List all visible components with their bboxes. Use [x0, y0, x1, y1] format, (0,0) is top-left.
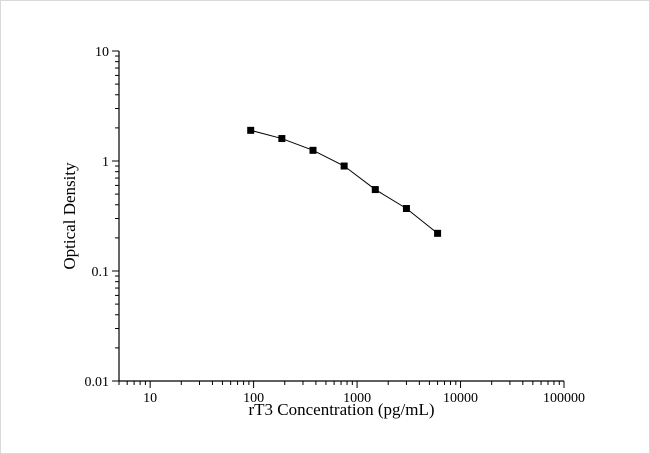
- x-tick-label: 10: [143, 391, 157, 406]
- data-point-marker: [309, 146, 317, 154]
- x-tick-label: 100000: [543, 391, 585, 406]
- data-point-marker: [247, 126, 255, 134]
- data-point-marker: [340, 162, 348, 170]
- x-tick-label: 1000: [343, 391, 371, 406]
- data-point-marker: [434, 229, 442, 237]
- y-tick-label: 0.1: [92, 265, 110, 280]
- y-tick-label: 0.01: [85, 375, 110, 390]
- data-point-marker: [371, 186, 379, 194]
- x-axis-label: rT3 Concentration (pg/mL): [248, 400, 435, 419]
- data-point-marker: [278, 135, 286, 143]
- x-tick-label: 10000: [443, 391, 478, 406]
- y-tick-label: 10: [95, 45, 109, 60]
- series-line: [250, 129, 438, 234]
- y-axis-label: Optical Density: [60, 162, 79, 270]
- y-tick-label: 1: [102, 155, 109, 170]
- data-point-marker: [402, 204, 410, 212]
- x-tick-label: 100: [243, 391, 264, 406]
